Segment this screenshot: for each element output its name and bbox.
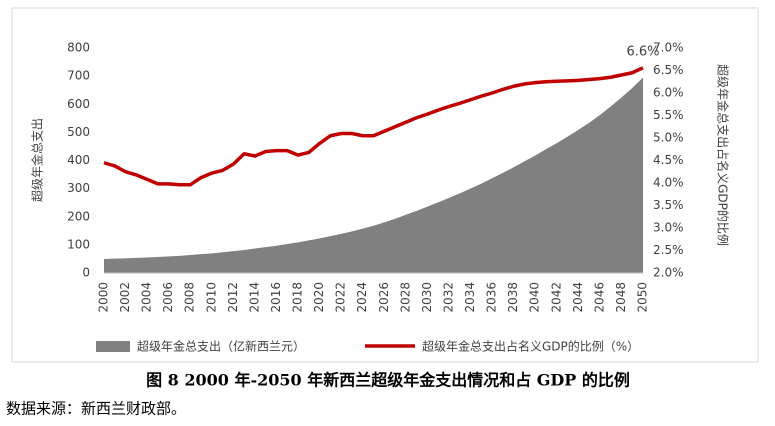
y2-tick-label: 5.0% — [653, 131, 684, 145]
x-tick-label: 2000 — [97, 282, 111, 313]
y2-tick-label: 2.5% — [653, 243, 684, 257]
legend-label: 超级年金总支出（亿新西兰元） — [137, 339, 305, 354]
x-tick-label: 2008 — [183, 282, 197, 313]
x-tick-label: 2036 — [485, 282, 499, 313]
y2-tick-label: 3.0% — [653, 221, 684, 235]
x-tick-label: 2012 — [226, 282, 240, 313]
x-tick-label: 2006 — [161, 282, 175, 313]
data-label: 6.6% — [626, 44, 659, 59]
y-tick-label: 800 — [67, 41, 90, 55]
x-tick-label: 2022 — [334, 282, 348, 313]
x-tick-label: 2044 — [571, 282, 585, 313]
y2-tick-label: 6.0% — [653, 86, 684, 100]
x-tick-label: 2026 — [377, 282, 391, 313]
x-tick-label: 2038 — [506, 282, 520, 313]
y-tick-label: 100 — [67, 237, 90, 251]
line — [103, 66, 644, 187]
y2-tick-label: 4.5% — [653, 153, 684, 167]
x-tick-label: 2032 — [441, 282, 455, 313]
y2-tick-label: 3.5% — [653, 198, 684, 212]
x-tick-label: 2014 — [247, 282, 261, 313]
y-tick-label: 500 — [67, 125, 90, 139]
y-tick-label: 200 — [67, 209, 90, 223]
y2-axis-title: 超级年金总支出占名义GDP的比例 — [716, 64, 731, 246]
x-tick-label: 2048 — [614, 282, 628, 313]
x-tick-label: 2018 — [291, 282, 305, 313]
y2-tick-label: 5.5% — [653, 108, 684, 122]
x-tick-label: 2030 — [420, 282, 434, 313]
area — [104, 77, 643, 273]
legend-swatch — [96, 341, 130, 352]
x-tick-label: 2034 — [463, 282, 477, 313]
y-axis-title: 超级年金总支出 — [30, 118, 45, 202]
y2-tick-label: 2.0% — [653, 266, 684, 280]
x-tick-label: 2050 — [636, 282, 650, 313]
x-tick-label: 2042 — [549, 282, 563, 313]
x-tick-label: 2004 — [140, 282, 154, 313]
y-tick-label: 700 — [67, 69, 90, 83]
y2-tick-label: 4.0% — [653, 176, 684, 190]
x-tick-label: 2024 — [355, 282, 369, 313]
y2-tick-label: 7.0% — [653, 41, 684, 55]
x-tick-label: 2016 — [269, 282, 283, 313]
x-tick-label: 2010 — [204, 282, 218, 313]
y2-tick-label: 6.5% — [653, 63, 684, 77]
x-tick-label: 2040 — [528, 282, 542, 313]
source: 数据来源：新西兰财政部。 — [6, 400, 186, 418]
y-tick-label: 400 — [67, 153, 90, 167]
y-tick-label: 300 — [67, 181, 90, 195]
x-tick-label: 2046 — [592, 282, 606, 313]
x-tick-label: 2028 — [398, 282, 412, 313]
x-tick-label: 2002 — [118, 282, 132, 313]
caption: 图 8 2000 年-2050 年新西兰超级年金支出情况和占 GDP 的比例 — [146, 371, 630, 390]
x-tick-label: 2020 — [312, 282, 326, 313]
y-tick-label: 600 — [67, 97, 90, 111]
y-tick-label: 0 — [82, 266, 90, 280]
legend-label: 超级年金总支出占名义GDP的比例（%） — [422, 339, 639, 354]
